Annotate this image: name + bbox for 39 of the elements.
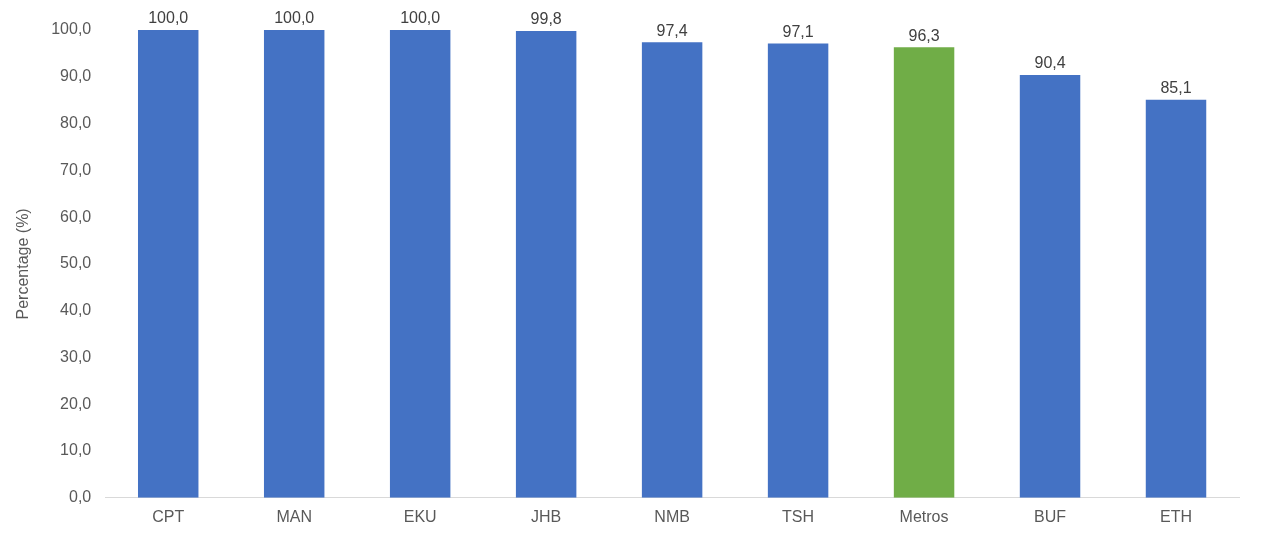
bar (137, 30, 199, 498)
data-label: 97,4 (656, 21, 688, 39)
x-tick-label: TSH (782, 507, 815, 525)
data-label: 97,1 (782, 22, 814, 40)
x-tick-label: CPT (152, 507, 185, 525)
data-label: 100,0 (274, 9, 315, 27)
data-label: 99,8 (530, 10, 562, 28)
bar (1019, 74, 1081, 498)
data-label: 85,1 (1160, 79, 1192, 97)
x-tick-label: NMB (654, 507, 690, 525)
y-tick-label: 80,0 (60, 113, 92, 131)
y-axis-title: Percentage (%) (14, 208, 32, 320)
y-tick-label: 40,0 (60, 301, 92, 319)
x-tick-label: JHB (531, 507, 562, 525)
x-tick-label: EKU (403, 507, 437, 525)
y-tick-label: 100,0 (51, 20, 92, 38)
y-tick-label: 60,0 (60, 207, 92, 225)
y-tick-label: 10,0 (60, 441, 92, 459)
bar (515, 30, 577, 498)
y-tick-label: 30,0 (60, 347, 92, 365)
y-tick-label: 50,0 (60, 254, 92, 272)
y-tick-label: 20,0 (60, 394, 92, 412)
data-label: 100,0 (400, 9, 441, 27)
y-tick-label: 90,0 (60, 67, 92, 85)
data-label: 100,0 (148, 9, 189, 27)
x-tick-label: Metros (899, 507, 949, 525)
bar (389, 30, 451, 498)
x-tick-label: ETH (1160, 507, 1193, 525)
data-label: 96,3 (908, 26, 940, 44)
bar (767, 43, 829, 498)
y-tick-label: 0,0 (68, 488, 92, 506)
x-tick-label: BUF (1034, 507, 1067, 525)
x-tick-label: MAN (276, 507, 312, 525)
y-tick-label: 70,0 (60, 160, 92, 178)
bar (1145, 99, 1207, 498)
bar (263, 30, 325, 498)
bar (893, 47, 955, 498)
bar (641, 42, 703, 498)
data-label: 90,4 (1034, 54, 1066, 72)
